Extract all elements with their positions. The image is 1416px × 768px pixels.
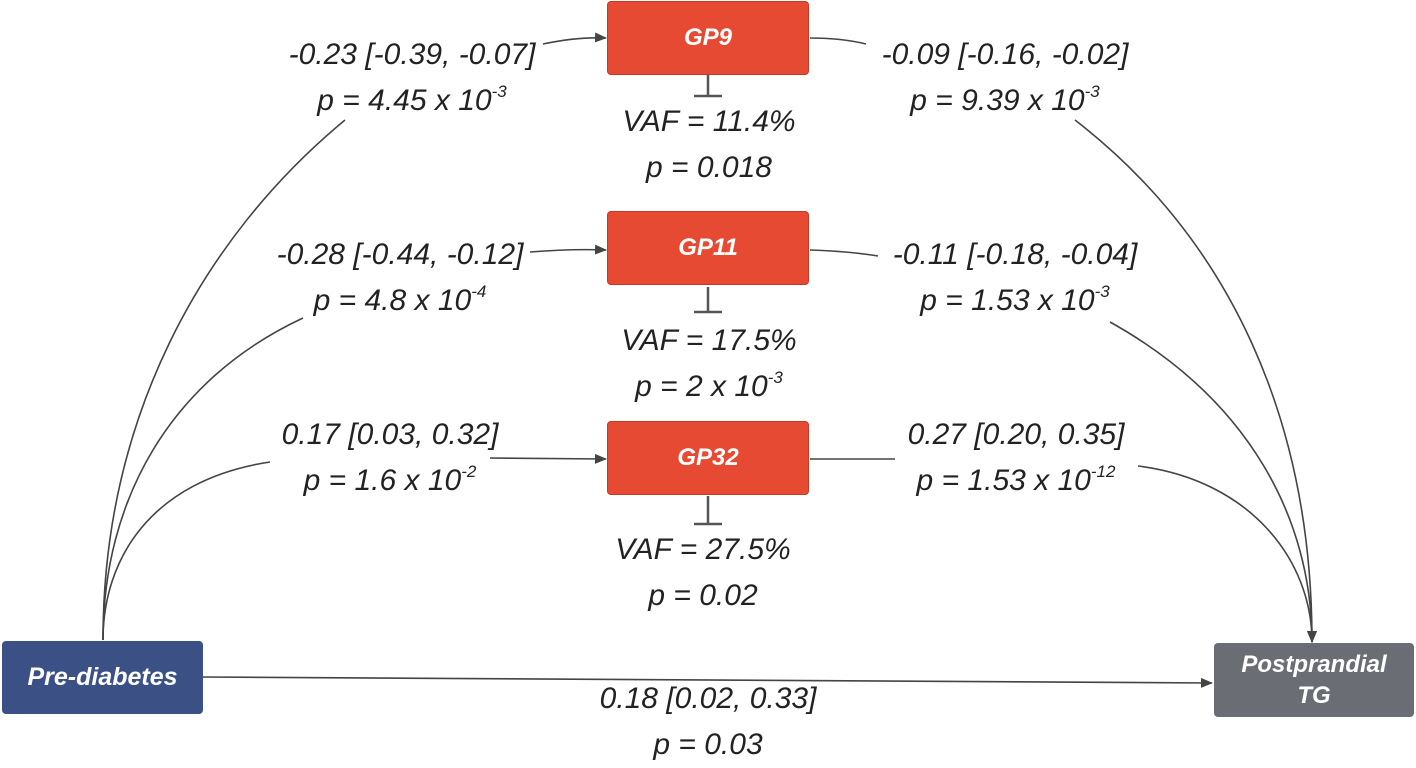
path-a-gp32-top (489, 453, 607, 464)
gp11-a-label: -0.28 [-0.44, -0.12] p = 4.8 x 10-4 (250, 232, 550, 324)
gp9-b-label: -0.09 [-0.16, -0.02] p = 9.39 x 10-3 (855, 32, 1155, 124)
tbar-gp32 (694, 496, 722, 526)
path-b-gp11-top (809, 249, 879, 257)
gp11-b-label: -0.11 [-0.18, -0.04] p = 1.53 x 10-3 (865, 232, 1165, 324)
path-a-gp11 (102, 317, 304, 641)
mediator-gp9-label: GP9 (683, 24, 733, 51)
gp32-a-estimate: 0.17 [0.03, 0.32] (281, 418, 499, 451)
gp9-a-pvalue: p = 4.45 x 10-3 (317, 82, 507, 117)
path-b-gp32 (1137, 465, 1317, 643)
gp11-vaf-label: VAF = 17.5% p = 2 x 10-3 (559, 318, 859, 410)
gp32-b-estimate: 0.27 [0.20, 0.35] (907, 418, 1125, 451)
mediator-gp32-label: GP32 (677, 444, 739, 471)
tbar-gp11 (694, 287, 722, 314)
gp11-vaf-pvalue: p = 2 x 10-3 (635, 368, 783, 403)
exposure-label: Pre-diabetes (27, 663, 178, 691)
tbar-gp9 (694, 75, 722, 98)
gp9-a-label: -0.23 [-0.39, -0.07] p = 4.45 x 10-3 (262, 32, 562, 124)
direct-pvalue: p = 0.03 (653, 728, 763, 761)
gp32-vaf-pvalue: p = 0.02 (648, 579, 758, 612)
mediator-gp11: GP11 (607, 211, 809, 285)
mediator-gp32: GP32 (607, 421, 809, 495)
gp9-vaf-label: VAF = 11.4% p = 0.018 (559, 99, 859, 191)
path-b-gp11 (1109, 321, 1317, 643)
path-a-gp32 (102, 461, 271, 641)
path-b-gp9-top (809, 37, 867, 45)
path-a-gp9-top (542, 32, 607, 45)
path-a-gp9 (102, 119, 346, 641)
outcome-label-line2: TG (1297, 682, 1331, 709)
gp32-a-pvalue: p = 1.6 x 10-2 (303, 462, 477, 497)
mediator-gp9: GP9 (607, 1, 809, 75)
gp9-a-estimate: -0.23 [-0.39, -0.07] (288, 38, 536, 71)
gp32-b-pvalue: p = 1.53 x 10-12 (916, 462, 1116, 497)
gp11-a-pvalue: p = 4.8 x 10-4 (313, 282, 487, 317)
gp32-a-label: 0.17 [0.03, 0.32] p = 1.6 x 10-2 (240, 412, 540, 504)
direct-estimate: 0.18 [0.02, 0.33] (599, 682, 817, 715)
gp11-b-pvalue: p = 1.53 x 10-3 (920, 282, 1110, 317)
gp11-b-estimate: -0.11 [-0.18, -0.04] (892, 238, 1138, 271)
mediator-gp11-label: GP11 (678, 234, 738, 261)
gp32-b-label: 0.27 [0.20, 0.35] p = 1.53 x 10-12 (866, 412, 1166, 504)
outcome-node: Postprandial TG (1214, 643, 1414, 717)
gp11-vaf: VAF = 17.5% (621, 324, 797, 357)
outcome-label-line1: Postprandial (1241, 651, 1387, 678)
path-b-gp9 (1074, 119, 1317, 643)
path-direct (202, 676, 1213, 688)
exposure-node: Pre-diabetes (2, 641, 203, 714)
gp9-b-pvalue: p = 9.39 x 10-3 (910, 82, 1100, 117)
gp9-vaf: VAF = 11.4% (622, 105, 796, 138)
gp32-vaf-label: VAF = 27.5% p = 0.02 (553, 527, 853, 619)
gp32-vaf: VAF = 27.5% (615, 533, 791, 566)
gp9-b-estimate: -0.09 [-0.16, -0.02] (881, 38, 1129, 71)
gp9-vaf-pvalue: p = 0.018 (646, 151, 772, 184)
gp11-a-estimate: -0.28 [-0.44, -0.12] (276, 238, 524, 271)
path-a-gp11-top (529, 244, 607, 255)
direct-effect-label: 0.18 [0.02, 0.33] p = 0.03 (558, 676, 858, 768)
